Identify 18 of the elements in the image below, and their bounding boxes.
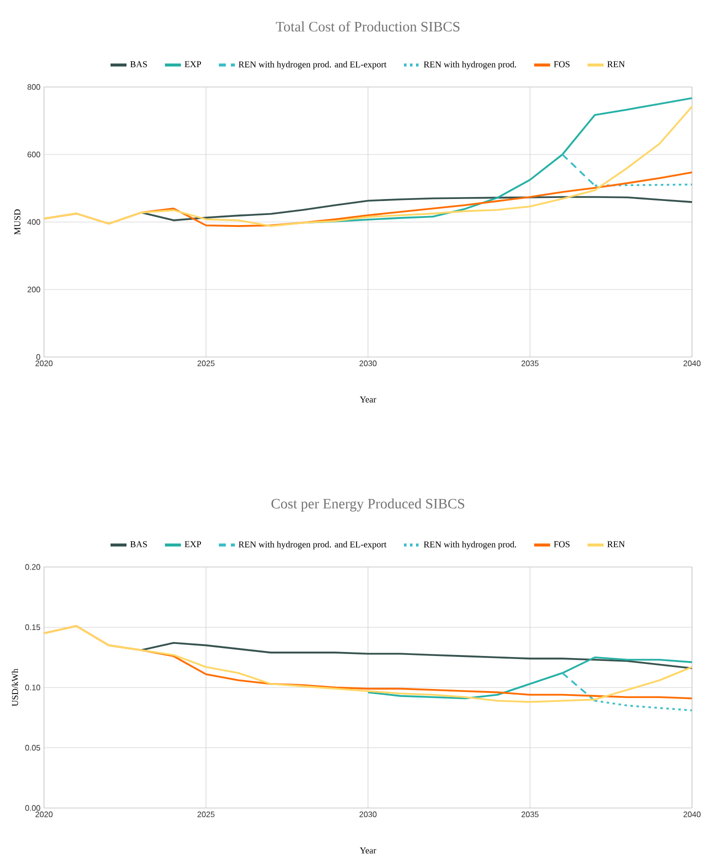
- legend-label: FOS: [554, 541, 570, 548]
- y-axis-title: MUSD: [14, 209, 20, 235]
- legend-label: FOS: [554, 61, 570, 68]
- legend-label: REN with hydrogen prod.: [424, 61, 516, 70]
- legend-label: REN: [607, 61, 625, 68]
- chart-title: Cost per Energy Produced SIBCS: [271, 498, 464, 512]
- legend-label: REN with hydrogen prod. and EL-export: [238, 61, 386, 70]
- legend-label: EXP: [184, 61, 202, 68]
- legend-label: REN: [607, 541, 625, 548]
- legend-label: REN with hydrogen prod.: [424, 541, 516, 550]
- x-axis-title: Year: [360, 848, 376, 854]
- x-axis-title: Year: [360, 396, 376, 402]
- legend-label: EXP: [184, 541, 202, 548]
- legend-label: BAS: [130, 61, 147, 68]
- legend-label: REN with hydrogen prod. and EL-export: [238, 541, 386, 550]
- legend-label: BAS: [130, 541, 147, 548]
- y-axis-title: USD/kWh: [12, 668, 18, 706]
- chart-title: Total Cost of Production SIBCS: [276, 21, 460, 32]
